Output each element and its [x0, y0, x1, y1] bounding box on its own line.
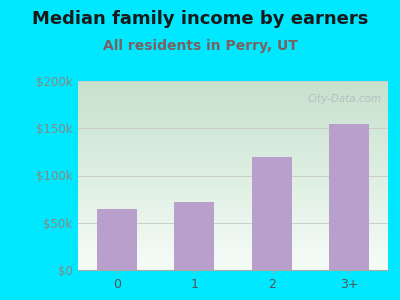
Bar: [174, 202, 214, 270]
Text: Median family income by earners: Median family income by earners: [32, 11, 368, 28]
Text: All residents in Perry, UT: All residents in Perry, UT: [102, 39, 298, 53]
Bar: [252, 157, 292, 270]
Bar: [97, 208, 137, 270]
Bar: [329, 124, 370, 270]
Text: City-Data.com: City-Data.com: [308, 94, 382, 104]
